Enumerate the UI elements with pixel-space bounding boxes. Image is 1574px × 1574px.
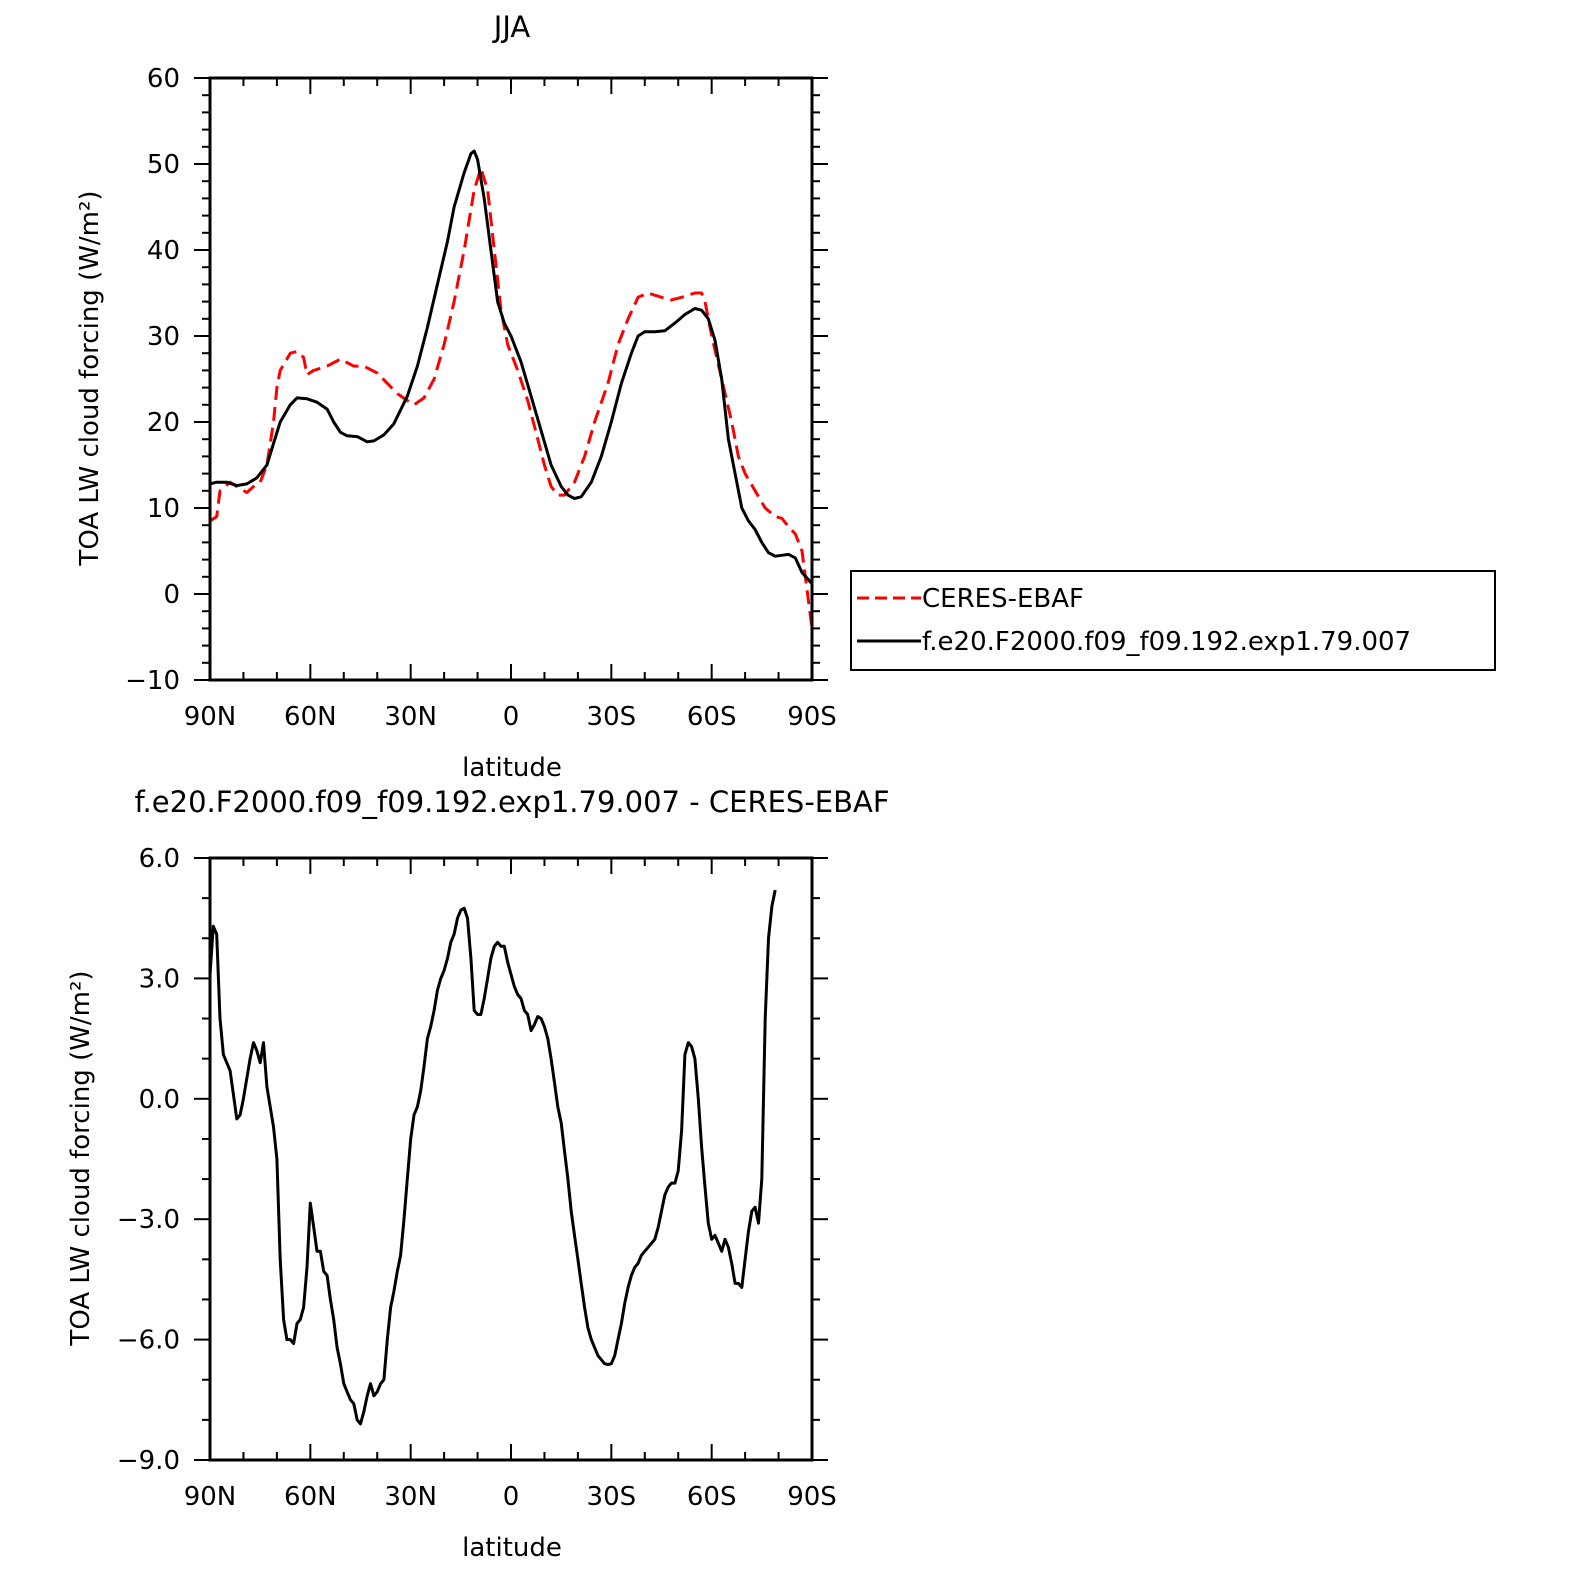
top-x-tick-label: 60S [687,702,737,732]
bottom-plot-frame [208,856,814,1462]
top-y-tick-label: −10 [125,666,180,696]
bottom-panel: f.e20.F2000.f09_f09.192.exp1.79.007 - CE… [66,785,890,1563]
bottom-y-tick-label: −6.0 [117,1326,180,1356]
bottom-x-axis-label: latitude [462,1533,562,1563]
top-x-tick-label: 60N [284,702,337,732]
top-x-tick-label: 90N [184,702,237,732]
top-y-axis-label: TOA LW cloud forcing (W/m²) [75,190,105,566]
bottom-x-tick-label: 60S [687,1482,737,1512]
top-y-tick-label: 30 [147,322,180,352]
bottom-x-tick-label: 0 [503,1482,520,1512]
bottom-x-tick-label: 30N [384,1482,437,1512]
top-y-tick-label: 50 [147,150,180,180]
bottom-series-line-0 [208,889,777,1426]
bottom-x-tick-label: 90N [184,1482,237,1512]
bottom-y-tick-label: −3.0 [117,1205,180,1235]
top-y-tick-label: 20 [147,408,180,438]
top-x-tick-label: 90S [787,702,837,732]
legend-box [850,570,1496,671]
bottom-x-tick-label: 90S [787,1482,837,1512]
top-series-line-1 [209,149,814,585]
top-y-tick-label: 0 [163,580,180,610]
top-y-tick-label: 40 [147,236,180,266]
top-axis-ticks: 90N 60N 30N 0 30S 60S 90S −10 0 10 20 30 40 50 60 [125,64,837,732]
legend-label-model: f.e20.F2000.f09_f09.192.exp1.79.007 [922,627,1411,657]
bottom-y-tick-label: 3.0 [139,964,180,994]
bottom-y-axis-label: TOA LW cloud forcing (W/m²) [66,970,96,1346]
top-y-tick-label: 60 [147,64,180,94]
bottom-y-tick-label: −9.0 [117,1446,180,1476]
top-x-axis-label: latitude [462,753,562,783]
bottom-y-tick-label: 6.0 [139,844,180,874]
top-x-tick-label: 0 [503,702,520,732]
bottom-axis-ticks: 90N 60N 30N 0 30S 60S 90S −9.0 −6.0 −3.0 0.0 3.0 6.0 [117,844,837,1512]
legend: CERES-EBAF f.e20.F2000.f09_f09.192.exp1.… [850,570,1496,671]
top-plot-title: JJA [492,10,531,44]
bottom-series-lines [208,889,777,1426]
top-y-tick-label: 10 [147,494,180,524]
bottom-plot-title: f.e20.F2000.f09_f09.192.exp1.79.007 - CE… [134,785,889,819]
top-panel: JJA 90N 60N 30N 0 30S 60S 90S−100102030405060 … [75,10,1496,783]
top-series-lines [209,149,814,629]
bottom-y-tick-label: 0.0 [139,1085,180,1115]
bottom-x-tick-label: 30S [587,1482,637,1512]
bottom-x-tick-label: 60N [284,1482,337,1512]
top-x-tick-label: 30N [384,702,437,732]
legend-label-ceres: CERES-EBAF [922,584,1084,614]
top-x-tick-label: 30S [587,702,637,732]
